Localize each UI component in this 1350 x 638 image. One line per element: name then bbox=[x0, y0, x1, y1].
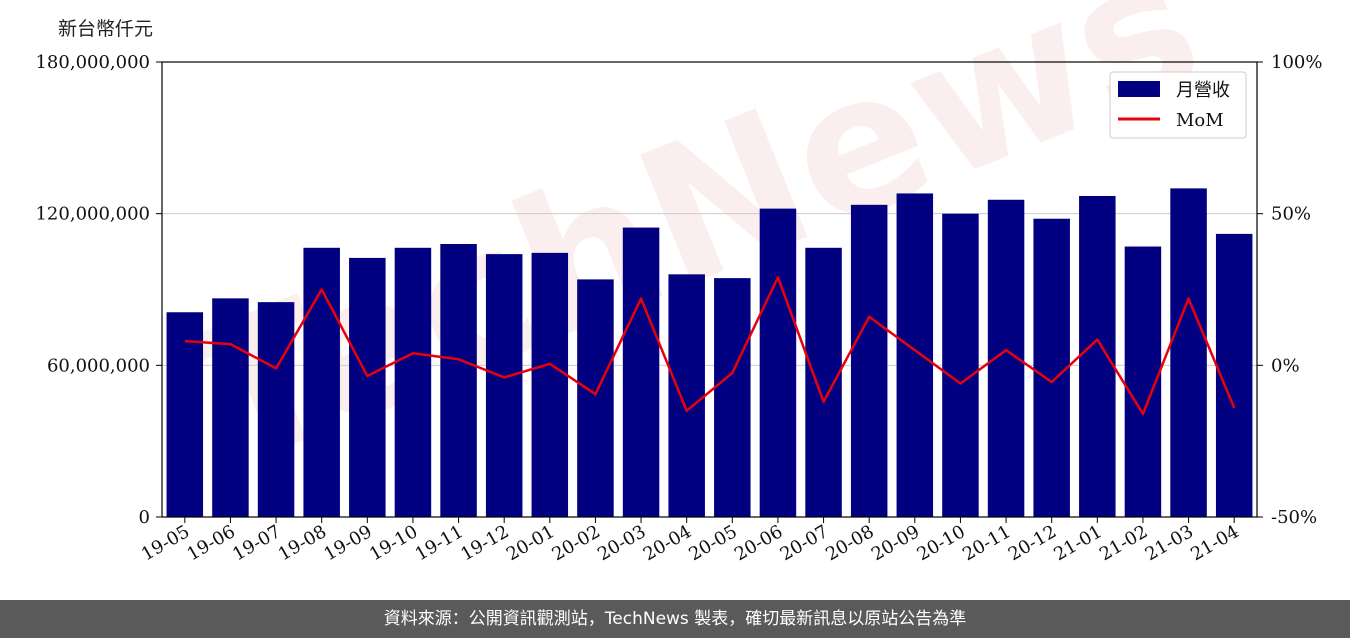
x-tick-label: 20-09 bbox=[868, 521, 923, 565]
x-axis-ticks: 19-0519-0619-0719-0819-0919-1019-1119-12… bbox=[138, 517, 1243, 565]
left-y-tick-label: 120,000,000 bbox=[35, 204, 150, 225]
x-tick-label: 20-10 bbox=[913, 521, 968, 565]
legend: 月營收 MoM bbox=[1109, 71, 1247, 139]
bar-20-06 bbox=[759, 208, 797, 517]
bar-19-05 bbox=[166, 312, 204, 517]
bar-19-09 bbox=[349, 257, 386, 517]
right-y-tick-label: -50% bbox=[1271, 507, 1317, 528]
bar-19-11 bbox=[440, 244, 477, 517]
bar-19-06 bbox=[212, 298, 249, 517]
x-tick-label: 21-03 bbox=[1142, 521, 1197, 565]
x-tick-label: 19-09 bbox=[320, 521, 375, 565]
bar-19-10 bbox=[394, 247, 432, 517]
x-tick-label: 20-03 bbox=[594, 521, 649, 565]
right-y-tick-label: 0% bbox=[1271, 355, 1300, 376]
bar-series bbox=[166, 188, 1253, 517]
right-y-tick-label: 50% bbox=[1271, 204, 1311, 225]
grid-lines bbox=[162, 213, 1257, 366]
legend-label-mom: MoM bbox=[1176, 110, 1224, 131]
bar-20-02 bbox=[577, 279, 614, 517]
right-y-tick-label: 100% bbox=[1271, 52, 1322, 73]
left-y-tick-label: 0 bbox=[139, 507, 150, 528]
bar-19-12 bbox=[485, 254, 523, 517]
bar-20-10 bbox=[942, 213, 979, 517]
y-axis-unit-label: 新台幣仟元 bbox=[58, 18, 154, 40]
bar-20-12 bbox=[1033, 218, 1070, 517]
x-tick-label: 19-10 bbox=[366, 521, 421, 565]
x-tick-label: 20-02 bbox=[548, 521, 603, 565]
x-tick-label: 20-12 bbox=[1005, 521, 1060, 565]
left-y-tick-label: 180,000,000 bbox=[35, 52, 150, 73]
x-tick-label: 20-05 bbox=[685, 521, 740, 565]
bar-21-01 bbox=[1079, 195, 1116, 517]
legend-label-revenue: 月營收 bbox=[1176, 80, 1230, 101]
x-tick-label: 20-06 bbox=[731, 521, 786, 565]
bar-20-03 bbox=[622, 227, 660, 517]
x-tick-label: 20-01 bbox=[503, 521, 558, 565]
x-tick-label: 19-06 bbox=[183, 521, 238, 565]
plot-frame bbox=[161, 61, 1258, 518]
bar-19-08 bbox=[303, 247, 340, 517]
x-tick-label: 20-07 bbox=[777, 521, 832, 565]
bar-20-08 bbox=[850, 204, 888, 517]
x-tick-label: 19-11 bbox=[412, 521, 467, 565]
x-tick-label: 21-04 bbox=[1187, 521, 1242, 565]
source-footer: 資料來源：公開資訊觀測站，TechNews 製表，確切最新訊息以原站公告為準 bbox=[0, 600, 1350, 638]
left-y-axis-ticks: 0 60,000,000 120,000,000 180,000,000 bbox=[35, 52, 162, 528]
bar-19-07 bbox=[257, 302, 295, 517]
x-tick-label: 21-01 bbox=[1050, 521, 1105, 565]
bar-21-03 bbox=[1170, 188, 1207, 517]
bar-20-04 bbox=[668, 274, 705, 517]
revenue-chart: TechNews 19-0519-0619-0719-0819-0919-101… bbox=[35, 0, 1322, 565]
mom-line bbox=[184, 276, 1236, 416]
bar-20-09 bbox=[896, 193, 934, 517]
axes bbox=[161, 61, 1258, 518]
right-y-axis-ticks: -50% 0% 50% 100% bbox=[1257, 52, 1322, 528]
bar-20-05 bbox=[714, 278, 751, 517]
x-tick-label: 19-07 bbox=[229, 521, 284, 565]
left-y-tick-label: 60,000,000 bbox=[47, 355, 150, 376]
x-tick-label: 19-12 bbox=[457, 521, 512, 565]
x-tick-label: 21-02 bbox=[1096, 521, 1151, 565]
x-tick-label: 20-04 bbox=[640, 521, 695, 565]
bar-20-01 bbox=[531, 252, 569, 517]
x-tick-label: 19-08 bbox=[275, 521, 330, 565]
bar-20-07 bbox=[805, 247, 842, 517]
x-tick-label: 20-08 bbox=[822, 521, 877, 565]
line-series bbox=[184, 276, 1236, 416]
x-tick-label: 20-11 bbox=[959, 521, 1014, 565]
legend-swatch-bar bbox=[1118, 81, 1160, 97]
